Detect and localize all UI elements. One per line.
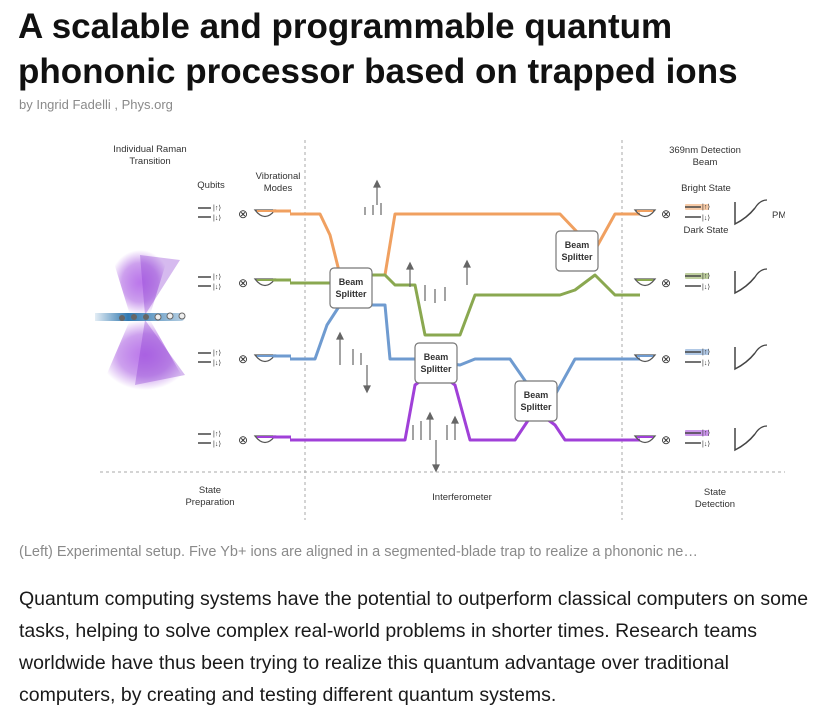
label-detection-1: 369nm Detection	[669, 145, 741, 156]
pmt-detector-icon	[734, 347, 756, 371]
qubit-row-2: |↑⟩ |↓⟩ ⊗	[198, 273, 291, 291]
qubit-row-3: |↑⟩ |↓⟩ ⊗	[198, 349, 291, 367]
detection-row-2: ⊗ |↑⟩ |↓⟩	[633, 268, 768, 295]
svg-text:Beam: Beam	[424, 352, 449, 362]
detection-bowl	[633, 354, 657, 363]
ion-trap-beam	[95, 313, 185, 321]
label-vib-modes-2: Modes	[264, 183, 293, 194]
ket-down: |↓⟩	[702, 440, 710, 448]
tensor-symbol: ⊗	[238, 276, 248, 290]
ket-down: |↓⟩	[213, 283, 221, 291]
qubit-row-4: |↑⟩ |↓⟩ ⊗	[198, 430, 291, 448]
detection-bowl	[633, 435, 657, 444]
raman-laser-beams	[100, 250, 190, 390]
detection-bowl	[633, 278, 657, 287]
tensor-symbol: ⊗	[661, 276, 671, 290]
detection-row-1: ⊗ |↑⟩ |↓⟩	[633, 199, 768, 226]
article-byline[interactable]: by Ingrid Fadelli , Phys.org	[19, 97, 173, 112]
label-raman-2: Transition	[129, 156, 170, 167]
beam-splitter-4: Beam Splitter	[555, 230, 599, 272]
article-figure[interactable]: Individual Raman Transition Qubits Vibra…	[95, 135, 785, 527]
ket-up: |↑⟩	[702, 203, 710, 211]
label-vib-modes-1: Vibrational	[256, 171, 301, 182]
tensor-symbol: ⊗	[661, 433, 671, 447]
path-orange	[290, 212, 640, 277]
beam-splitter-1: Beam Splitter	[329, 267, 373, 309]
ket-up: |↑⟩	[213, 430, 221, 438]
ket-down: |↓⟩	[702, 214, 710, 222]
ket-up: |↑⟩	[213, 273, 221, 281]
ket-down: |↓⟩	[702, 359, 710, 367]
detection-bowl	[633, 209, 657, 218]
pmt-detector-icon	[734, 271, 756, 295]
svg-text:Beam: Beam	[339, 277, 364, 287]
pmt-detector-icon	[734, 202, 756, 226]
tensor-symbol: ⊗	[238, 207, 248, 221]
article-paragraph: Quantum computing systems have the poten…	[19, 588, 809, 706]
label-state-prep-1: State	[199, 485, 221, 496]
label-interferometer: Interferometer	[432, 492, 492, 503]
ion-chain	[119, 312, 186, 321]
detection-row-3: ⊗ |↑⟩ |↓⟩	[633, 344, 768, 371]
tensor-symbol: ⊗	[238, 433, 248, 447]
qubit-rows: |↑⟩ |↓⟩ ⊗ |↑⟩ |↓⟩ ⊗ |↑⟩ |↓⟩ ⊗ |↑⟩ |↓⟩ ⊗	[198, 204, 291, 448]
svg-text:Beam: Beam	[524, 390, 549, 400]
path-purple	[290, 368, 640, 442]
ket-up: |↑⟩	[213, 204, 221, 212]
label-detection-2: Beam	[693, 157, 718, 168]
svg-text:Splitter: Splitter	[520, 402, 552, 412]
experiment-diagram: Individual Raman Transition Qubits Vibra…	[95, 140, 785, 520]
ket-down: |↓⟩	[213, 359, 221, 367]
svg-text:Splitter: Splitter	[420, 364, 452, 374]
label-state-detection-2: Detection	[695, 499, 735, 510]
ket-up: |↑⟩	[702, 348, 710, 356]
tensor-symbol: ⊗	[661, 207, 671, 221]
ket-up: |↑⟩	[213, 349, 221, 357]
label-raman-1: Individual Raman	[113, 144, 186, 155]
article-title: A scalable and programmable quantum phon…	[18, 7, 738, 91]
label-dark-state: Dark State	[684, 225, 729, 236]
ket-down: |↓⟩	[213, 440, 221, 448]
ket-down: |↓⟩	[213, 214, 221, 222]
ket-up: |↑⟩	[702, 272, 710, 280]
figure-caption: (Left) Experimental setup. Five Yb+ ions…	[19, 544, 698, 560]
label-state-prep-2: Preparation	[185, 497, 234, 508]
beam-splitter-2: Beam Splitter	[414, 342, 458, 384]
ket-up: |↑⟩	[702, 429, 710, 437]
detection-row-4: ⊗ |↑⟩ |↓⟩	[633, 425, 768, 452]
beam-splitter-3: Beam Splitter	[514, 380, 558, 422]
svg-text:Splitter: Splitter	[561, 252, 593, 262]
phonon-arrows	[336, 179, 471, 473]
svg-text:Splitter: Splitter	[335, 289, 367, 299]
ket-down: |↓⟩	[702, 283, 710, 291]
detection-rows: ⊗ |↑⟩ |↓⟩ ⊗ |↑⟩ |↓⟩ ⊗ |↑⟩ |↓⟩ ⊗ |↑⟩ |↓⟩	[633, 199, 768, 452]
svg-text:Beam: Beam	[565, 240, 590, 250]
label-state-detection-1: State	[704, 487, 726, 498]
tensor-symbol: ⊗	[661, 352, 671, 366]
label-pmt: PMT	[772, 210, 785, 221]
label-bright-state: Bright State	[681, 183, 731, 194]
tensor-symbol: ⊗	[238, 352, 248, 366]
pmt-detector-icon	[734, 428, 756, 452]
label-qubits: Qubits	[197, 180, 225, 191]
qubit-row-1: |↑⟩ |↓⟩ ⊗	[198, 204, 291, 222]
